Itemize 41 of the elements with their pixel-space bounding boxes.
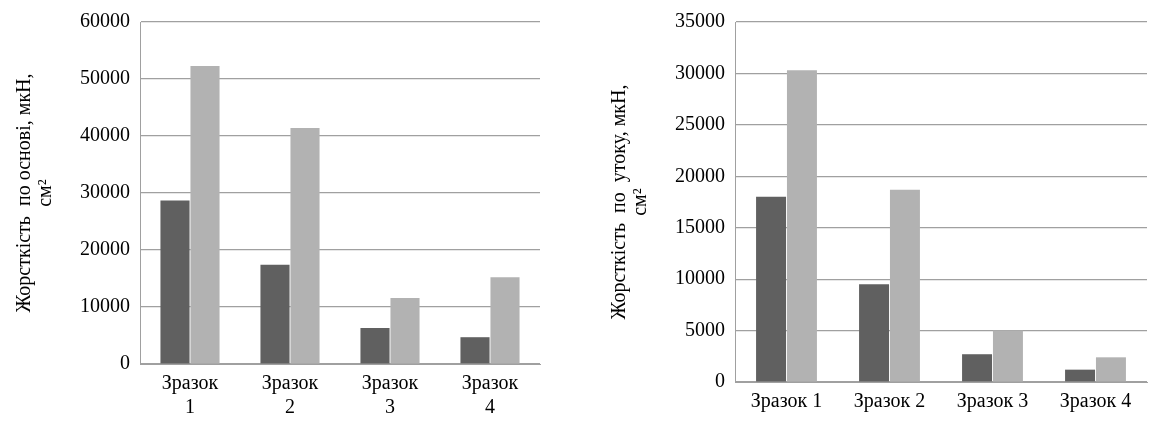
bar xyxy=(992,330,1023,382)
bar xyxy=(1095,357,1126,382)
bar xyxy=(190,65,220,364)
y-tick-label: 30000 xyxy=(675,60,725,83)
y-tick-label: 50000 xyxy=(80,66,130,89)
y-tick-label: 35000 xyxy=(675,9,725,32)
y-tick-label: 5000 xyxy=(685,317,725,340)
y-tick-label: 60000 xyxy=(80,9,130,32)
y-tick-label: 20000 xyxy=(675,163,725,186)
x-tick-label: Зразок 4 xyxy=(1059,389,1132,413)
x-tick-label: Зразок 3 xyxy=(956,389,1029,413)
y-tick-label: 25000 xyxy=(675,112,725,135)
y-tick-label: 20000 xyxy=(80,237,130,260)
x-tick-label: Зразок 1 xyxy=(750,389,823,413)
x-tick-label: Зразок 1 xyxy=(161,371,219,418)
y-axis-title: Жорсткість по основі, мкН, см² xyxy=(11,73,55,313)
bar xyxy=(160,200,190,364)
bar xyxy=(460,337,490,364)
y-tick-label: 30000 xyxy=(80,180,130,203)
y-tick-label: 0 xyxy=(120,351,130,374)
y-tick-label: 40000 xyxy=(80,123,130,146)
y-tick-label: 10000 xyxy=(80,294,130,317)
x-tick-label: Зразок 2 xyxy=(261,371,319,418)
x-tick-label: Зразок 2 xyxy=(853,389,926,413)
x-tick-label: Зразок 4 xyxy=(461,371,519,418)
y-tick-label: 10000 xyxy=(675,266,725,289)
bar xyxy=(786,70,817,382)
y-axis-title: Жорсткість по утоку, мкН, см² xyxy=(606,84,650,320)
bar xyxy=(260,264,290,364)
bar xyxy=(756,196,787,382)
bar xyxy=(390,297,420,364)
y-tick-label: 0 xyxy=(715,369,725,392)
bar xyxy=(889,189,920,382)
bar xyxy=(1065,369,1096,382)
y-tick-label: 15000 xyxy=(675,214,725,237)
bar xyxy=(360,328,390,364)
bar xyxy=(490,277,520,364)
bar xyxy=(290,128,320,364)
bar xyxy=(859,284,890,382)
x-tick-label: Зразок 3 xyxy=(361,371,419,418)
bar xyxy=(962,354,993,382)
